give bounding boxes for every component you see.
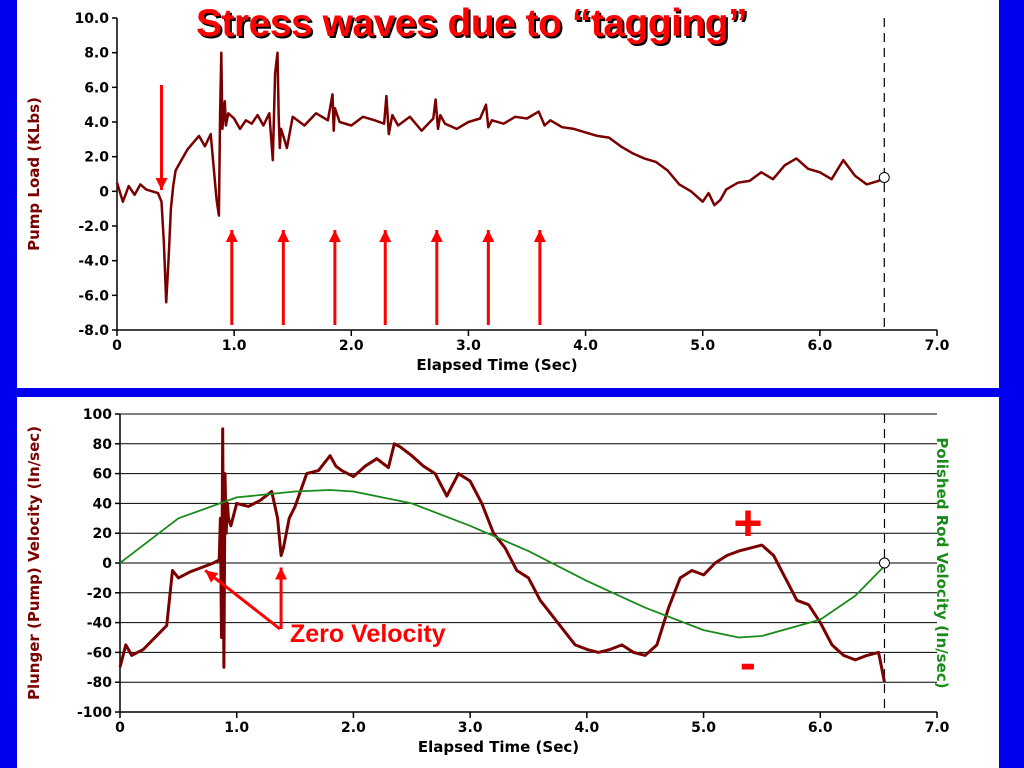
y-tick-label: 4.0 bbox=[84, 115, 109, 131]
end-marker bbox=[878, 557, 890, 569]
y-tick-label: 2.0 bbox=[84, 150, 109, 166]
x-tick-label: 6.0 bbox=[807, 338, 832, 354]
series-line-1 bbox=[115, 51, 885, 304]
stress-wave-arrow bbox=[533, 230, 546, 325]
stress-wave-arrow bbox=[482, 230, 495, 325]
tag-down-arrow bbox=[155, 85, 168, 190]
zero-velocity-label: Zero Velocity bbox=[290, 620, 446, 648]
y-tick-label: 0 bbox=[102, 556, 112, 572]
stress-wave-arrow bbox=[277, 230, 290, 325]
y-tick-label: -20 bbox=[87, 586, 113, 602]
x-tick-label: 2.0 bbox=[341, 720, 366, 736]
y-tick-label: -6.0 bbox=[78, 288, 109, 304]
y-tick-label: 100 bbox=[83, 407, 112, 423]
y-tick-label: 20 bbox=[93, 526, 113, 542]
series-line-2 bbox=[119, 489, 886, 639]
y-axis-label: Pump Load (KLbs) bbox=[25, 97, 43, 251]
x-tick-label: 7.0 bbox=[925, 720, 950, 736]
y2-axis-label: Polished Rod Velocity (In/sec) bbox=[933, 437, 951, 688]
x-tick-label: 5.0 bbox=[691, 720, 716, 736]
plus-sign: + bbox=[733, 495, 762, 551]
pump-load-chart-panel: 0 1.0 2.0 3.0 4.0 5.0 6.0 7.0 -8.0 -6.0 -4.0 -2.0 0 2… bbox=[17, 0, 999, 388]
stress-wave-arrow bbox=[430, 230, 443, 325]
x-tick-label: 3.0 bbox=[458, 720, 483, 736]
x-tick-label: 6.0 bbox=[808, 720, 833, 736]
x-axis-label: Elapsed Time (Sec) bbox=[416, 356, 577, 374]
stress-wave-arrow bbox=[379, 230, 392, 325]
velocity-chart-panel: 0 1.0 2.0 3.0 4.0 5.0 6.0 7.0 -100 -80 -60 -40 -20 0 2… bbox=[17, 397, 999, 768]
y-tick-label: -4.0 bbox=[78, 254, 109, 270]
y-tick-label: 6.0 bbox=[84, 80, 109, 96]
x-tick-label: 0 bbox=[115, 720, 125, 736]
x-tick-label: 3.0 bbox=[456, 338, 481, 354]
y-tick-label: -8.0 bbox=[78, 323, 109, 339]
x-tick-label: 1.0 bbox=[224, 720, 249, 736]
y-tick-label: 40 bbox=[93, 496, 113, 512]
pump-load-chart: 0 1.0 2.0 3.0 4.0 5.0 6.0 7.0 -8.0 -6.0 -4.0 -2.0 0 2… bbox=[25, 11, 950, 374]
velocity-chart: 0 1.0 2.0 3.0 4.0 5.0 6.0 7.0-100-80-60-40-2002… bbox=[25, 407, 951, 756]
slide-title: Stress waves due to “tagging” bbox=[196, 2, 748, 45]
y-tick-label: 80 bbox=[93, 437, 113, 453]
y-tick-label: -60 bbox=[87, 645, 113, 661]
stress-wave-arrow bbox=[225, 230, 238, 325]
x-tick-label: 4.0 bbox=[574, 720, 599, 736]
x-tick-label: 7.0 bbox=[925, 338, 950, 354]
y-tick-label: -40 bbox=[87, 616, 113, 632]
zero-velocity-arrow-2 bbox=[275, 567, 288, 629]
y-tick-label: -80 bbox=[87, 675, 113, 691]
y-tick-label: 60 bbox=[93, 467, 113, 483]
x-tick-label: 2.0 bbox=[339, 338, 364, 354]
x-tick-label: 4.0 bbox=[573, 338, 598, 354]
zero-velocity-arrow-1 bbox=[204, 569, 281, 631]
series-line-1 bbox=[118, 427, 886, 683]
y-tick-label: -2.0 bbox=[78, 219, 109, 235]
x-tick-label: 0 bbox=[112, 338, 122, 354]
x-axis-label: Elapsed Time (Sec) bbox=[418, 738, 579, 756]
stress-wave-arrow bbox=[328, 230, 341, 325]
y-tick-label: 0 bbox=[99, 184, 109, 200]
y-tick-label: -100 bbox=[77, 705, 112, 721]
end-marker bbox=[878, 171, 890, 183]
x-tick-label: 5.0 bbox=[690, 338, 715, 354]
y-tick-label: 8.0 bbox=[84, 46, 109, 62]
x-tick-label: 1.0 bbox=[222, 338, 247, 354]
y-axis-label: Plunger (Pump) Velocity (In/sec) bbox=[25, 426, 43, 700]
y-tick-label: 10.0 bbox=[74, 11, 109, 27]
minus-sign: - bbox=[740, 637, 756, 690]
